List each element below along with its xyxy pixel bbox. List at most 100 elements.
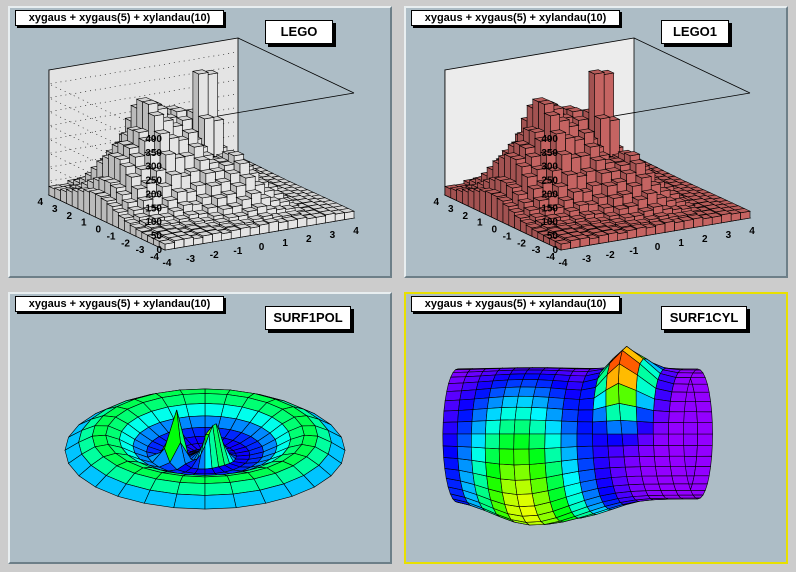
y-tick-label: 1 [81,218,87,229]
lego-bar [210,193,228,199]
y-tick-label: -4 [150,252,159,263]
lego-bar [148,213,166,219]
surface-cell [628,483,647,492]
surface-cell [563,388,582,400]
lego-bar [509,155,527,161]
surface-cell [485,461,501,480]
lego-bar [212,217,230,223]
z-tick-label: 100 [541,217,558,228]
lego-plot: 050100150200250300350400-4-3-2-101234-4-… [37,37,359,269]
lego-bar [473,188,481,212]
lego-bar [184,224,202,230]
z-tick-label: 300 [145,162,162,173]
lego-bar [616,190,634,196]
frame-line [237,37,355,94]
surface-cell [204,482,234,496]
surface-cell [485,419,501,435]
lego-bar [566,107,584,113]
surface-cell [662,494,682,499]
surface-cell [671,475,689,485]
lego-bar [572,200,590,206]
lego-bar [544,213,562,219]
x-tick-label: -3 [186,254,195,265]
lego-bar [612,204,630,210]
y-tick-label: 4 [433,197,439,208]
surface-cell [544,447,562,464]
surface-cell [624,466,643,477]
lego-bar [490,192,508,198]
lego-bar [130,184,148,190]
surface-cell [675,372,694,379]
lego-bar [195,193,213,199]
x-tick-label: 0 [259,242,265,253]
draw-option-label: SURF1CYL [661,306,747,330]
lego-bar [256,212,274,218]
z-tick-label: 350 [541,148,558,159]
lego-bar [508,209,515,229]
surface-cell [673,483,692,491]
lego-bar [631,195,649,201]
lego-bar [183,167,201,173]
y-tick-label: 1 [477,218,483,229]
draw-option-label: LEGO [265,20,333,44]
lego-bar [161,196,179,202]
surface-cell [592,433,609,447]
lego-bar [686,214,704,220]
y-tick-label: -4 [546,252,555,263]
lego-bar [532,196,550,202]
surface-cell [696,411,713,423]
lego-bar [595,226,613,232]
x-tick-label: 1 [678,238,684,249]
surface-cell [637,433,654,446]
lego-bar [534,218,552,224]
lego-bar [561,228,579,234]
lego-bar [113,155,131,161]
surface-cell [529,477,549,495]
lego-bar [624,219,642,225]
lego-bar [541,192,560,198]
x-tick-label: 0 [655,242,661,253]
lego-bar [637,206,655,212]
lego-bar [141,99,159,105]
surface-cell [652,422,669,435]
lego-bar [646,202,664,208]
lego-bar [94,192,112,198]
lego-bar [252,220,270,226]
lego-bar [467,188,475,210]
x-tick-label: -1 [233,246,242,257]
surface-cell [653,398,671,413]
pad-lego1[interactable]: 0 50 100 150 200 250 300 350 400 -4 -3 -2 -1 0 1 2 3 4 -4-… [404,6,788,278]
lego-bar [543,111,561,117]
lego1-plot: 050100150200250300350400-4-3-2-101234-4-… [433,37,755,269]
lego-bar [536,179,554,185]
surface-cell [638,455,656,468]
pad-surf1cyl[interactable]: xygaus + xygaus(5) + xylandau(10) SURF1C… [404,292,788,564]
surface-cell [500,406,517,421]
surface-cell [456,446,473,461]
surface-cell [516,493,535,508]
lego-bar [170,187,188,193]
lego-bar [121,198,139,204]
lego-bar [165,228,183,234]
surface-cell [671,383,689,393]
surface-cell [503,386,521,398]
surface-cell [626,475,644,486]
lego-bar [528,212,547,218]
surface-cell [507,373,526,381]
lego-bar [479,189,486,215]
surface-cell [500,478,518,495]
surface-cell [484,433,500,450]
pad-surf1pol[interactable]: xygaus + xygaus(5) + xylandau(10) SURF1P… [8,292,392,564]
lego-bar [578,210,596,216]
pad-lego[interactable]: 0 50 100 150 200 250 300 350 400 -4 -3 -2 -1 0 1 2 3 4 -4-… [8,6,392,278]
lego-bar [623,151,641,157]
surface-cell [569,370,589,377]
surface-cell [544,460,563,478]
y-tick-label: 2 [462,211,468,222]
lego-bar [547,203,566,209]
y-tick-label: -2 [121,238,130,249]
surface-cell [594,467,612,480]
lego-bar [491,193,498,221]
x-tick-label: 2 [306,234,312,245]
